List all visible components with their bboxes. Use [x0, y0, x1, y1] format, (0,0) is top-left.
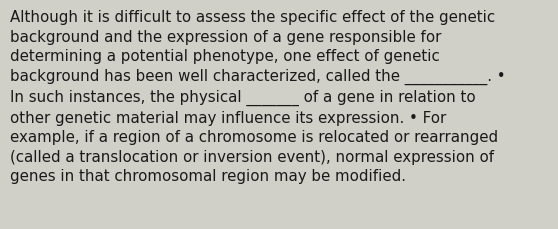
Text: Although it is difficult to assess the specific effect of the genetic
background: Although it is difficult to assess the s… [10, 10, 506, 183]
